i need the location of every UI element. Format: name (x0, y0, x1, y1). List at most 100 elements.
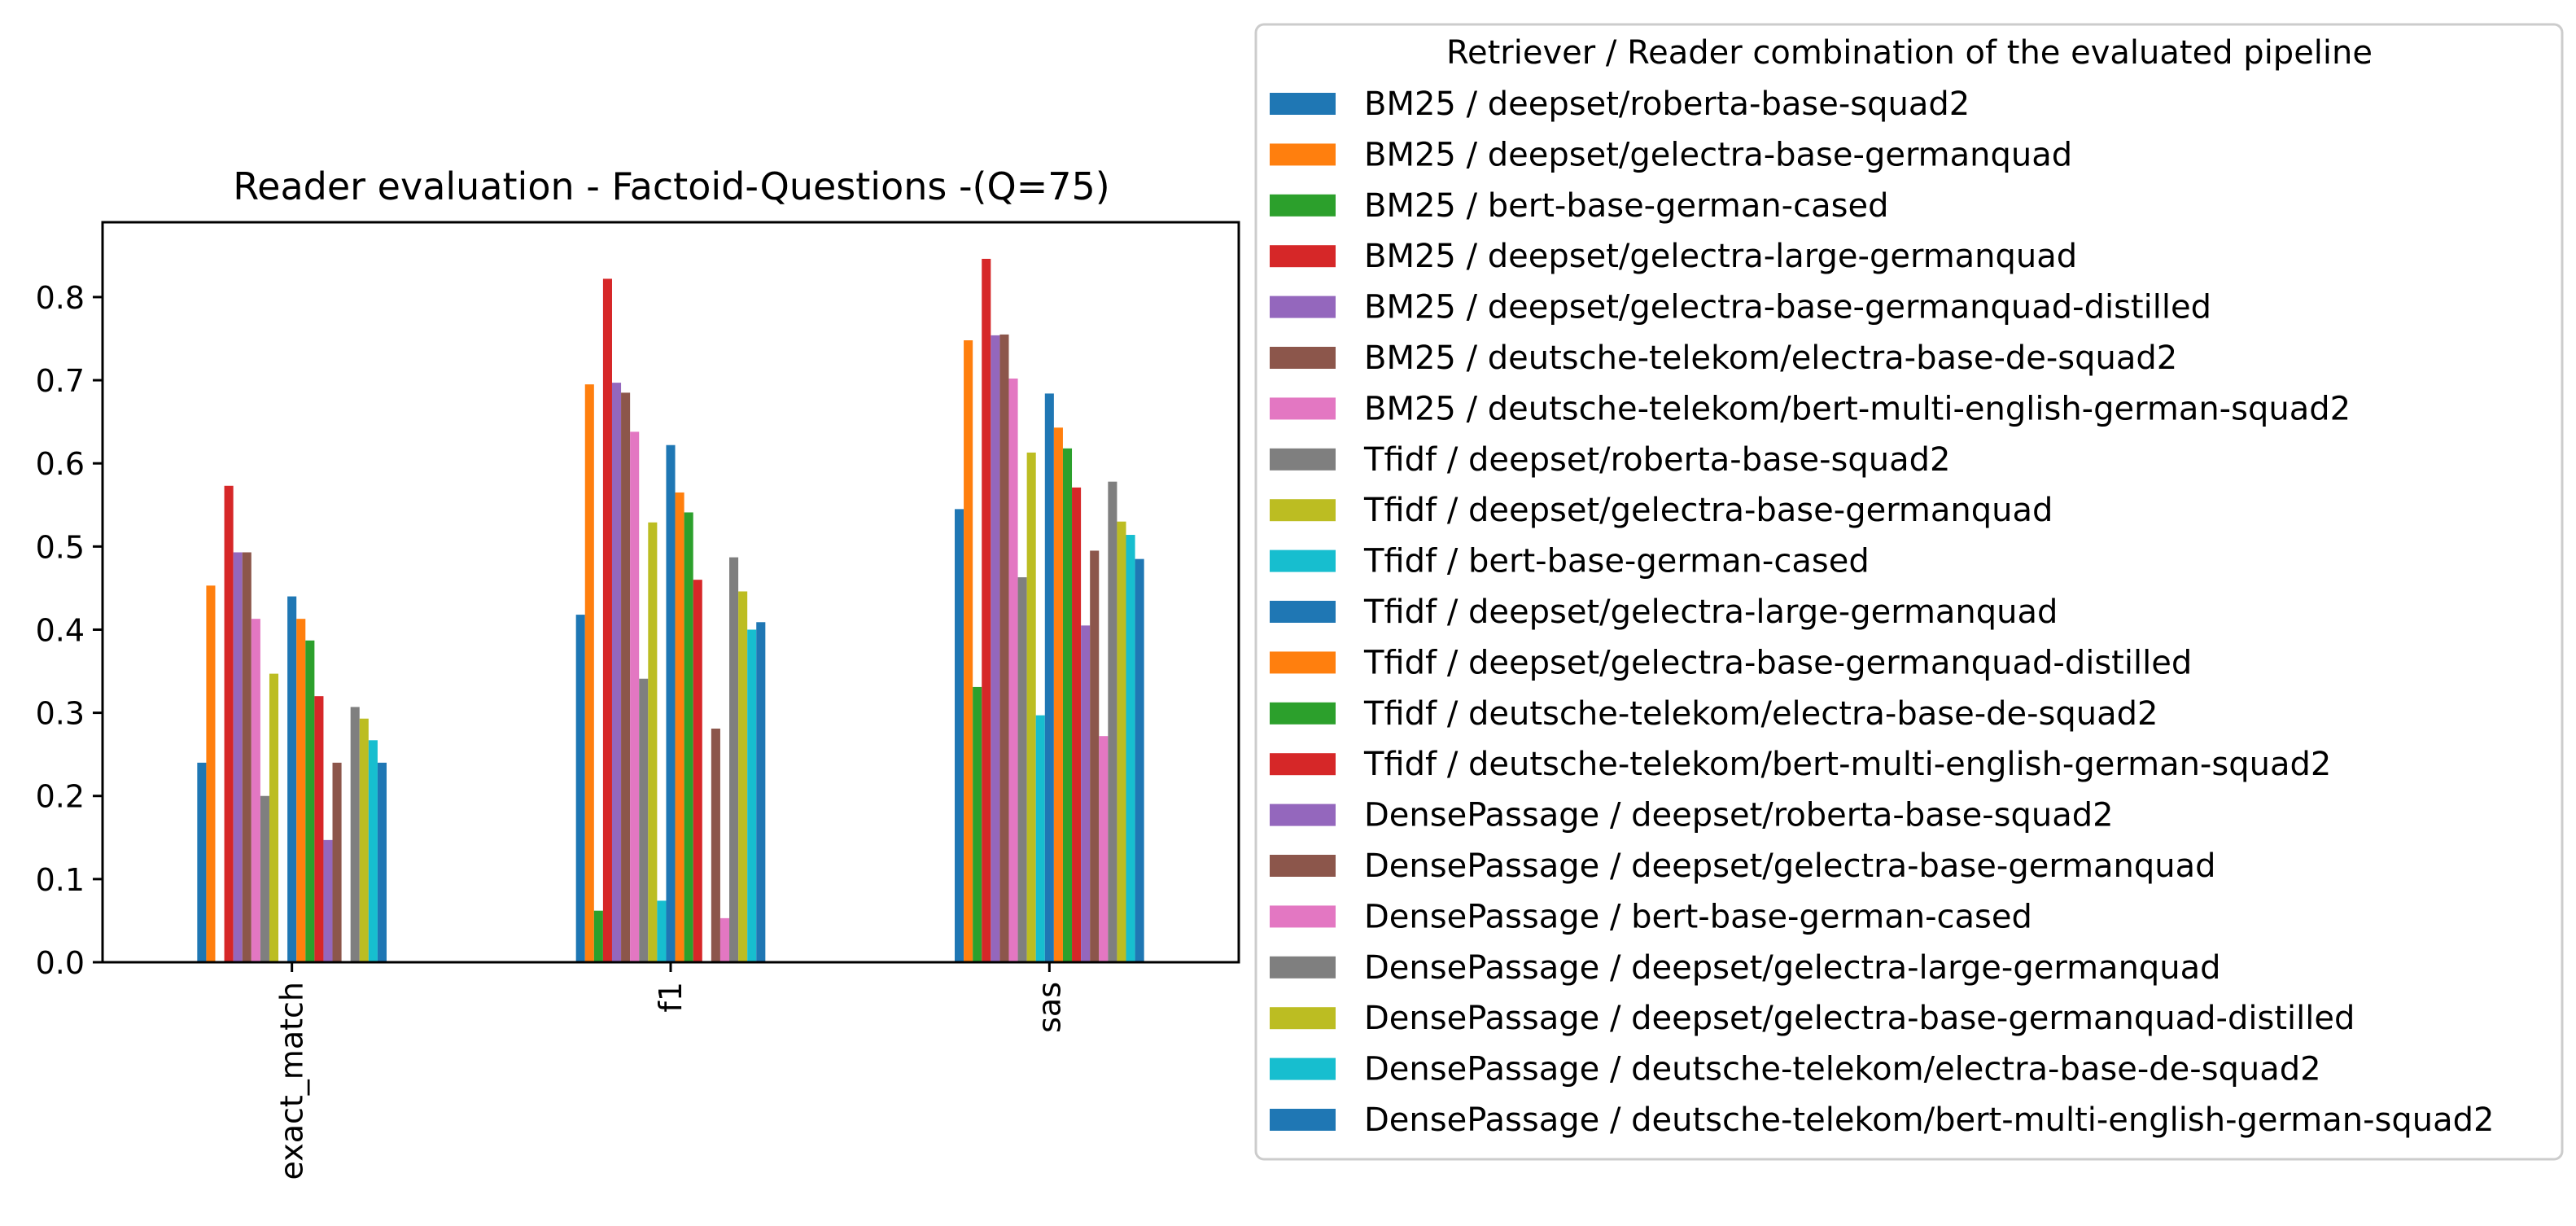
bar (738, 591, 748, 962)
legend-swatch (1270, 702, 1336, 725)
legend-label: Tfidf / deepset/gelectra-base-germanquad… (1363, 644, 2192, 681)
legend-swatch (1270, 448, 1336, 471)
legend-label: Tfidf / deutsche-telekom/bert-multi-engl… (1363, 746, 2331, 783)
bar (296, 619, 306, 962)
legend-label: DensePassage / deutsche-telekom/bert-mul… (1364, 1101, 2494, 1139)
bar (1062, 448, 1073, 962)
legend-swatch (1270, 143, 1336, 166)
bar (666, 444, 676, 962)
legend-label: DensePassage / bert-base-german-cased (1364, 898, 2032, 935)
x-tick-label: exact_match (274, 982, 310, 1180)
bar (224, 485, 234, 962)
bar (982, 258, 991, 962)
bar (593, 910, 603, 962)
bar (323, 839, 333, 962)
bar (233, 552, 243, 962)
bar (991, 335, 1000, 962)
y-tick-label: 0.3 (36, 696, 85, 732)
bar (1081, 625, 1091, 962)
bar (1108, 481, 1117, 962)
bar (314, 696, 324, 962)
bar (197, 762, 207, 962)
bar (611, 383, 622, 962)
legend-items: BM25 / deepset/roberta-base-squad2 BM25 /… (1270, 85, 2494, 1139)
bar (1035, 715, 1045, 962)
y-tick-label: 0.2 (36, 779, 85, 815)
bar (999, 334, 1009, 962)
bar (287, 596, 297, 962)
legend-swatch (1270, 550, 1336, 572)
legend-label: DensePassage / deepset/gelectra-large-ge… (1364, 949, 2221, 987)
legend-label: BM25 / bert-base-german-cased (1364, 187, 1888, 225)
bar (1126, 535, 1135, 962)
legend-swatch (1270, 245, 1336, 268)
bar (1099, 736, 1109, 962)
y-tick-label: 0.8 (36, 280, 85, 316)
bar (648, 522, 658, 962)
legend-swatch (1270, 1057, 1336, 1080)
y-tick-label: 0.0 (36, 945, 85, 981)
plot-bars (197, 258, 1144, 962)
legend-label: Tfidf / deepset/gelectra-base-germanquad (1363, 492, 2053, 529)
bar (693, 580, 702, 962)
legend-swatch (1270, 296, 1336, 318)
y-tick-label: 0.6 (36, 446, 85, 482)
x-tick-label: sas (1031, 982, 1067, 1033)
legend-swatch (1270, 93, 1336, 115)
x-axis: exact_match f1 sas (274, 962, 1067, 1180)
bar (377, 762, 387, 962)
legend-label: BM25 / deepset/gelectra-large-germanquad (1364, 238, 2077, 275)
y-axis: 0.0 0.1 0.2 0.3 0.4 0.5 0.6 0.7 0.8 (36, 280, 103, 981)
x-tick-label: f1 (653, 982, 689, 1013)
bar (973, 686, 982, 962)
legend-swatch (1270, 499, 1336, 522)
legend-swatch (1270, 1007, 1336, 1030)
legend-swatch (1270, 397, 1336, 420)
bar (756, 622, 766, 962)
bar (684, 512, 693, 962)
legend-swatch (1270, 855, 1336, 877)
bar (332, 762, 342, 962)
bar (657, 900, 667, 962)
bar (584, 384, 594, 962)
y-tick-label: 0.1 (36, 862, 85, 898)
legend-label: BM25 / deutsche-telekom/electra-base-de-… (1364, 339, 2177, 377)
bar (602, 278, 612, 962)
legend-label: BM25 / deepset/gelectra-base-germanquad-… (1364, 289, 2211, 326)
bar (1044, 393, 1054, 962)
legend-swatch (1270, 601, 1336, 623)
bar (639, 678, 649, 962)
bar (350, 707, 360, 962)
legend-swatch (1270, 905, 1336, 928)
bar (630, 431, 640, 962)
legend-swatch (1270, 803, 1336, 826)
bar (1117, 521, 1126, 962)
legend-label: Tfidf / deutsche-telekom/electra-base-de… (1363, 695, 2158, 733)
bar (305, 640, 315, 962)
legend-label: BM25 / deutsche-telekom/bert-multi-engli… (1364, 390, 2351, 427)
bar (729, 557, 739, 962)
bar (1008, 379, 1018, 962)
bar (747, 629, 757, 962)
bar (1135, 558, 1144, 962)
legend-swatch (1270, 956, 1336, 979)
bar (1090, 550, 1100, 962)
bar (269, 673, 279, 962)
legend-swatch (1270, 651, 1336, 674)
bar (719, 917, 730, 962)
bar (621, 392, 631, 962)
legend-label: Tfidf / deepset/gelectra-large-germanqua… (1363, 593, 2058, 631)
bar (260, 795, 269, 962)
bar (359, 718, 369, 962)
bar (964, 340, 973, 962)
bar (711, 729, 720, 962)
bar (1053, 427, 1063, 962)
bar (1026, 452, 1036, 962)
legend-swatch (1270, 1109, 1336, 1131)
bar (1017, 577, 1027, 962)
bar (242, 552, 251, 962)
legend-label: Tfidf / deepset/roberta-base-squad2 (1363, 441, 1950, 479)
legend-label: Tfidf / bert-base-german-cased (1363, 543, 1870, 580)
legend-swatch (1270, 347, 1336, 369)
